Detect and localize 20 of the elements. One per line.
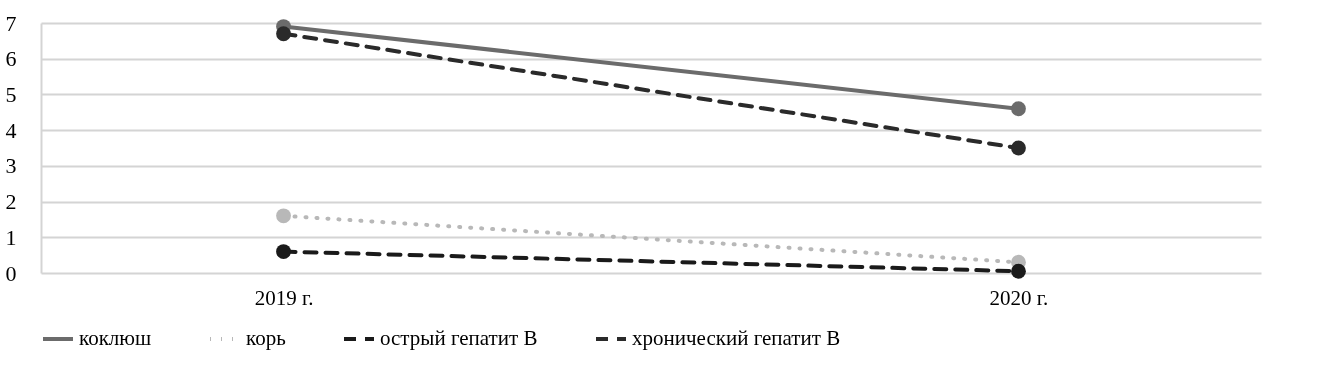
point [1011,140,1026,156]
point [276,244,291,259]
legend-label: коклюш [79,326,152,350]
y-tick-label: 3 [5,153,17,179]
y-tick-label: 5 [5,81,17,107]
x-tick-label: 2019 г. [254,285,314,310]
point [1011,263,1026,279]
x-tick-label: 2020 г. [989,285,1049,310]
point [276,208,291,224]
y-tick-label: 2 [5,189,17,215]
y-tick-label: 6 [5,46,17,72]
legend-label: корь [246,326,286,350]
y-tick-label: 1 [5,224,17,250]
y-tick-label: 0 [5,260,17,286]
point [276,26,291,42]
y-tick-label: 4 [5,117,17,143]
legend-label: хронический гепатит В [632,326,841,350]
y-tick-label: 7 [5,10,17,36]
legend-label: острый гепатит В [380,326,538,350]
point [1011,101,1026,117]
